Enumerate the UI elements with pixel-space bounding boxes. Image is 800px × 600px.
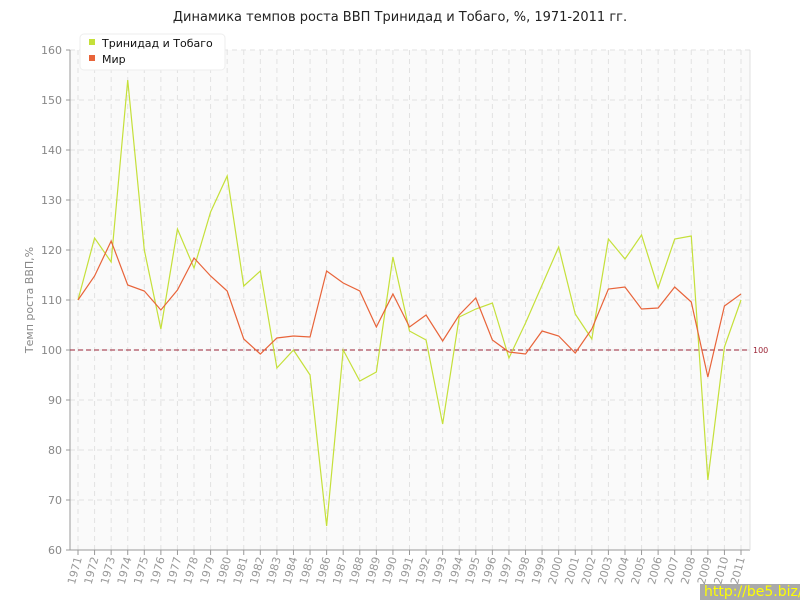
- y-tick-label: 150: [41, 94, 62, 107]
- y-tick-label: 80: [48, 444, 62, 457]
- series-line-1: [77, 239, 742, 378]
- legend: [79, 33, 226, 71]
- legend-label: Мир: [102, 53, 126, 66]
- y-tick-label: 110: [41, 294, 62, 307]
- y-tick-label: 120: [41, 244, 62, 257]
- y-tick-label: 90: [48, 394, 62, 407]
- series-line-0: [77, 79, 742, 527]
- y-axis-label: Темп роста ВВП,%: [23, 247, 36, 354]
- reference-line-label: 100: [753, 346, 768, 355]
- legend-label: Тринидад и Тобаго: [101, 37, 213, 50]
- y-tick-label: 70: [48, 494, 62, 507]
- y-tick-label: 60: [48, 544, 62, 557]
- legend-swatch: [89, 55, 95, 61]
- y-tick-label: 140: [41, 144, 62, 157]
- chart-title: Динамика темпов роста ВВП Тринидад и Тоб…: [172, 10, 628, 25]
- x-tick-label: 2011: [728, 555, 748, 585]
- legend-swatch: [89, 39, 95, 45]
- y-tick-label: 100: [41, 344, 62, 357]
- y-tick-label: 130: [41, 194, 62, 207]
- watermark: http://be5.biz/: [700, 584, 800, 600]
- y-tick-label: 160: [41, 44, 62, 57]
